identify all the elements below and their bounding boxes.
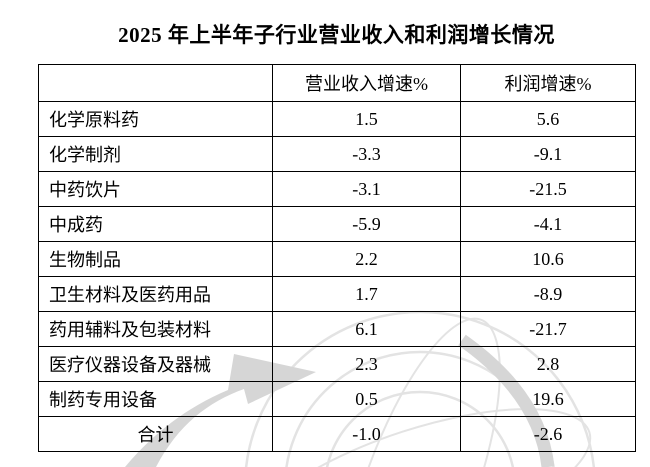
profit-growth-cell: -2.6 xyxy=(460,416,636,452)
column-header-profit-growth: 利润增速% xyxy=(460,64,636,102)
table-row: 制药专用设备 0.5 19.6 xyxy=(38,381,636,417)
industry-label-cell: 中成药 xyxy=(38,206,273,242)
revenue-growth-cell: 0.5 xyxy=(272,381,461,417)
profit-growth-cell: -21.5 xyxy=(460,171,636,207)
revenue-growth-cell: 2.3 xyxy=(272,346,461,382)
revenue-growth-cell: 2.2 xyxy=(272,241,461,277)
table-row: 化学制剂 -3.3 -9.1 xyxy=(38,136,636,172)
profit-growth-cell: -21.7 xyxy=(460,311,636,347)
table-row: 合计 -1.0 -2.6 xyxy=(38,416,636,452)
industry-label-cell: 中药饮片 xyxy=(38,171,273,207)
page-title: 2025 年上半年子行业营业收入和利润增长情况 xyxy=(118,23,555,47)
table-row: 卫生材料及医药用品 1.7 -8.9 xyxy=(38,276,636,312)
industry-label-cell: 合计 xyxy=(38,416,273,452)
profit-growth-cell: 19.6 xyxy=(460,381,636,417)
profit-growth-cell: -4.1 xyxy=(460,206,636,242)
table-header-row: 营业收入增速% 利润增速% xyxy=(38,64,636,102)
profit-growth-cell: -8.9 xyxy=(460,276,636,312)
column-header-revenue-growth: 营业收入增速% xyxy=(272,64,461,102)
table-body: 化学原料药 1.5 5.6 化学制剂 -3.3 -9.1 中药饮片 -3.1 -… xyxy=(38,101,636,452)
industry-label-cell: 卫生材料及医药用品 xyxy=(38,276,273,312)
industry-label-cell: 医疗仪器设备及器械 xyxy=(38,346,273,382)
profit-growth-cell: 2.8 xyxy=(460,346,636,382)
industry-label-cell: 制药专用设备 xyxy=(38,381,273,417)
revenue-growth-cell: -3.3 xyxy=(272,136,461,172)
revenue-growth-cell: 1.7 xyxy=(272,276,461,312)
industry-label-cell: 生物制品 xyxy=(38,241,273,277)
column-header-industry xyxy=(38,64,273,102)
table-row: 生物制品 2.2 10.6 xyxy=(38,241,636,277)
table-row: 中药饮片 -3.1 -21.5 xyxy=(38,171,636,207)
profit-growth-cell: -9.1 xyxy=(460,136,636,172)
table-row: 药用辅料及包装材料 6.1 -21.7 xyxy=(38,311,636,347)
revenue-growth-cell: 1.5 xyxy=(272,101,461,137)
profit-growth-cell: 5.6 xyxy=(460,101,636,137)
table-row: 化学原料药 1.5 5.6 xyxy=(38,101,636,137)
table-header: 营业收入增速% 利润增速% xyxy=(38,64,636,102)
growth-table: 营业收入增速% 利润增速% 化学原料药 1.5 5.6 化学制剂 -3.3 -9… xyxy=(38,64,636,452)
industry-label-cell: 化学原料药 xyxy=(38,101,273,137)
profit-growth-cell: 10.6 xyxy=(460,241,636,277)
revenue-growth-cell: -1.0 xyxy=(272,416,461,452)
revenue-growth-cell: -3.1 xyxy=(272,171,461,207)
table-row: 中成药 -5.9 -4.1 xyxy=(38,206,636,242)
revenue-growth-cell: -5.9 xyxy=(272,206,461,242)
revenue-growth-cell: 6.1 xyxy=(272,311,461,347)
industry-label-cell: 药用辅料及包装材料 xyxy=(38,311,273,347)
industry-label-cell: 化学制剂 xyxy=(38,136,273,172)
table-row: 医疗仪器设备及器械 2.3 2.8 xyxy=(38,346,636,382)
